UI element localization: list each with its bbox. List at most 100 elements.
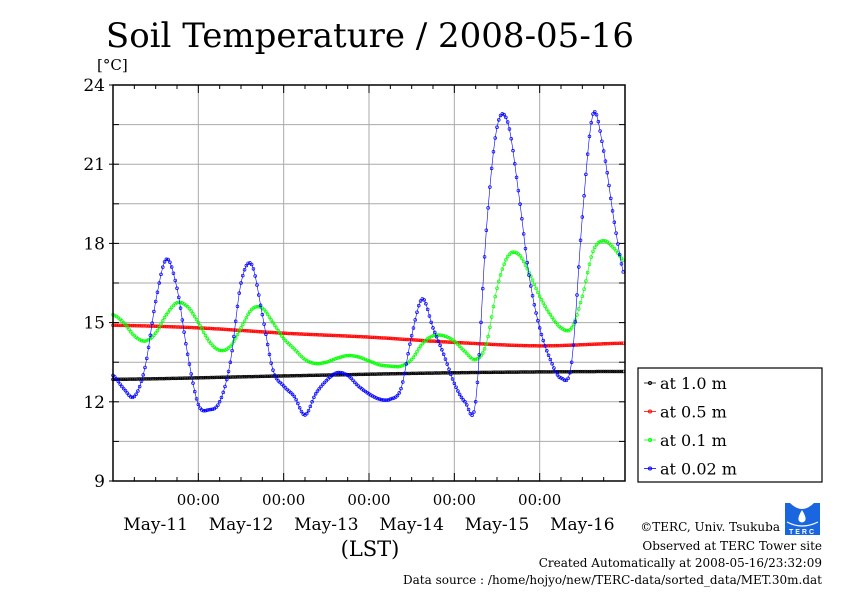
data-point	[591, 369, 595, 374]
data-point	[285, 374, 289, 378]
data-point	[120, 319, 124, 323]
data-point	[546, 370, 551, 374]
data-point	[390, 396, 394, 401]
data-point	[418, 371, 423, 376]
data-point	[337, 373, 341, 377]
data-point	[185, 352, 190, 357]
data-point	[589, 255, 593, 259]
data-point	[130, 323, 135, 328]
data-point	[255, 283, 259, 287]
data-point	[274, 331, 279, 335]
data-point	[289, 331, 293, 336]
data-point	[578, 238, 583, 243]
data-point	[577, 307, 581, 311]
data-point	[470, 357, 474, 361]
data-point	[550, 315, 554, 320]
data-point	[422, 371, 426, 375]
data-point	[619, 341, 624, 346]
data-point	[137, 377, 142, 381]
data-point	[614, 369, 618, 374]
data-point	[584, 279, 588, 283]
data-point	[324, 360, 329, 364]
data-point	[516, 188, 521, 193]
data-point	[157, 376, 161, 381]
data-point	[274, 376, 279, 381]
data-point	[322, 360, 327, 365]
data-point	[509, 343, 513, 347]
data-point	[251, 267, 256, 271]
data-point	[388, 397, 393, 401]
data-point	[313, 332, 318, 337]
data-point	[281, 331, 286, 335]
data-point	[555, 322, 560, 327]
data-point	[537, 370, 542, 374]
data-point	[546, 344, 551, 348]
data-point	[193, 314, 197, 319]
data-point	[249, 374, 254, 379]
data-point	[290, 392, 295, 397]
data-point	[134, 323, 138, 328]
data-point	[511, 370, 515, 374]
data-point	[189, 325, 193, 330]
data-point	[344, 354, 348, 358]
data-point	[433, 371, 437, 375]
data-point	[139, 324, 144, 328]
data-point	[491, 342, 496, 347]
data-point	[175, 286, 179, 291]
data-point	[342, 354, 346, 358]
x-time-label: 00:00	[262, 491, 305, 509]
data-point	[529, 284, 533, 288]
data-point	[587, 342, 592, 347]
data-point	[505, 254, 510, 259]
data-point	[440, 348, 444, 352]
data-point	[513, 162, 517, 166]
data-point	[552, 343, 556, 348]
data-point	[484, 370, 489, 375]
data-point	[434, 371, 439, 375]
data-point	[278, 331, 282, 336]
data-point	[534, 311, 538, 315]
data-point	[168, 260, 172, 265]
data-point	[479, 320, 483, 325]
data-point	[153, 299, 158, 304]
footer-copyright: ©TERC, Univ. Tsukuba	[640, 520, 780, 534]
data-point	[388, 336, 393, 341]
data-point	[569, 360, 574, 364]
data-point	[417, 303, 421, 308]
series-at-0-5-m	[111, 323, 625, 348]
data-point	[470, 413, 474, 417]
data-point	[292, 331, 297, 336]
data-point	[489, 166, 494, 171]
data-point	[273, 323, 277, 327]
data-point	[301, 373, 305, 378]
data-point	[223, 327, 227, 332]
data-point	[219, 327, 224, 331]
data-point	[427, 314, 432, 318]
data-point	[550, 370, 554, 374]
data-point	[383, 398, 387, 402]
data-point	[162, 260, 167, 264]
data-point	[536, 370, 540, 374]
legend-box	[637, 367, 823, 483]
data-point	[146, 377, 151, 381]
data-point	[264, 309, 268, 314]
data-point	[321, 382, 325, 387]
data-point	[497, 279, 501, 284]
data-point	[358, 372, 362, 377]
data-point	[246, 261, 250, 266]
chart-title: Soil Temperature / 2008-05-16	[106, 16, 634, 56]
data-point	[329, 333, 334, 338]
data-point	[273, 330, 277, 335]
data-point	[536, 344, 540, 348]
data-point	[555, 373, 560, 377]
data-point	[180, 318, 185, 322]
data-point	[520, 256, 524, 261]
data-point	[520, 217, 524, 221]
data-point	[347, 372, 352, 377]
data-point	[577, 369, 581, 374]
data-point	[363, 372, 368, 377]
data-point	[402, 337, 407, 342]
data-point	[479, 370, 483, 375]
data-point	[153, 376, 158, 381]
x-time-label: 00:00	[177, 491, 220, 509]
